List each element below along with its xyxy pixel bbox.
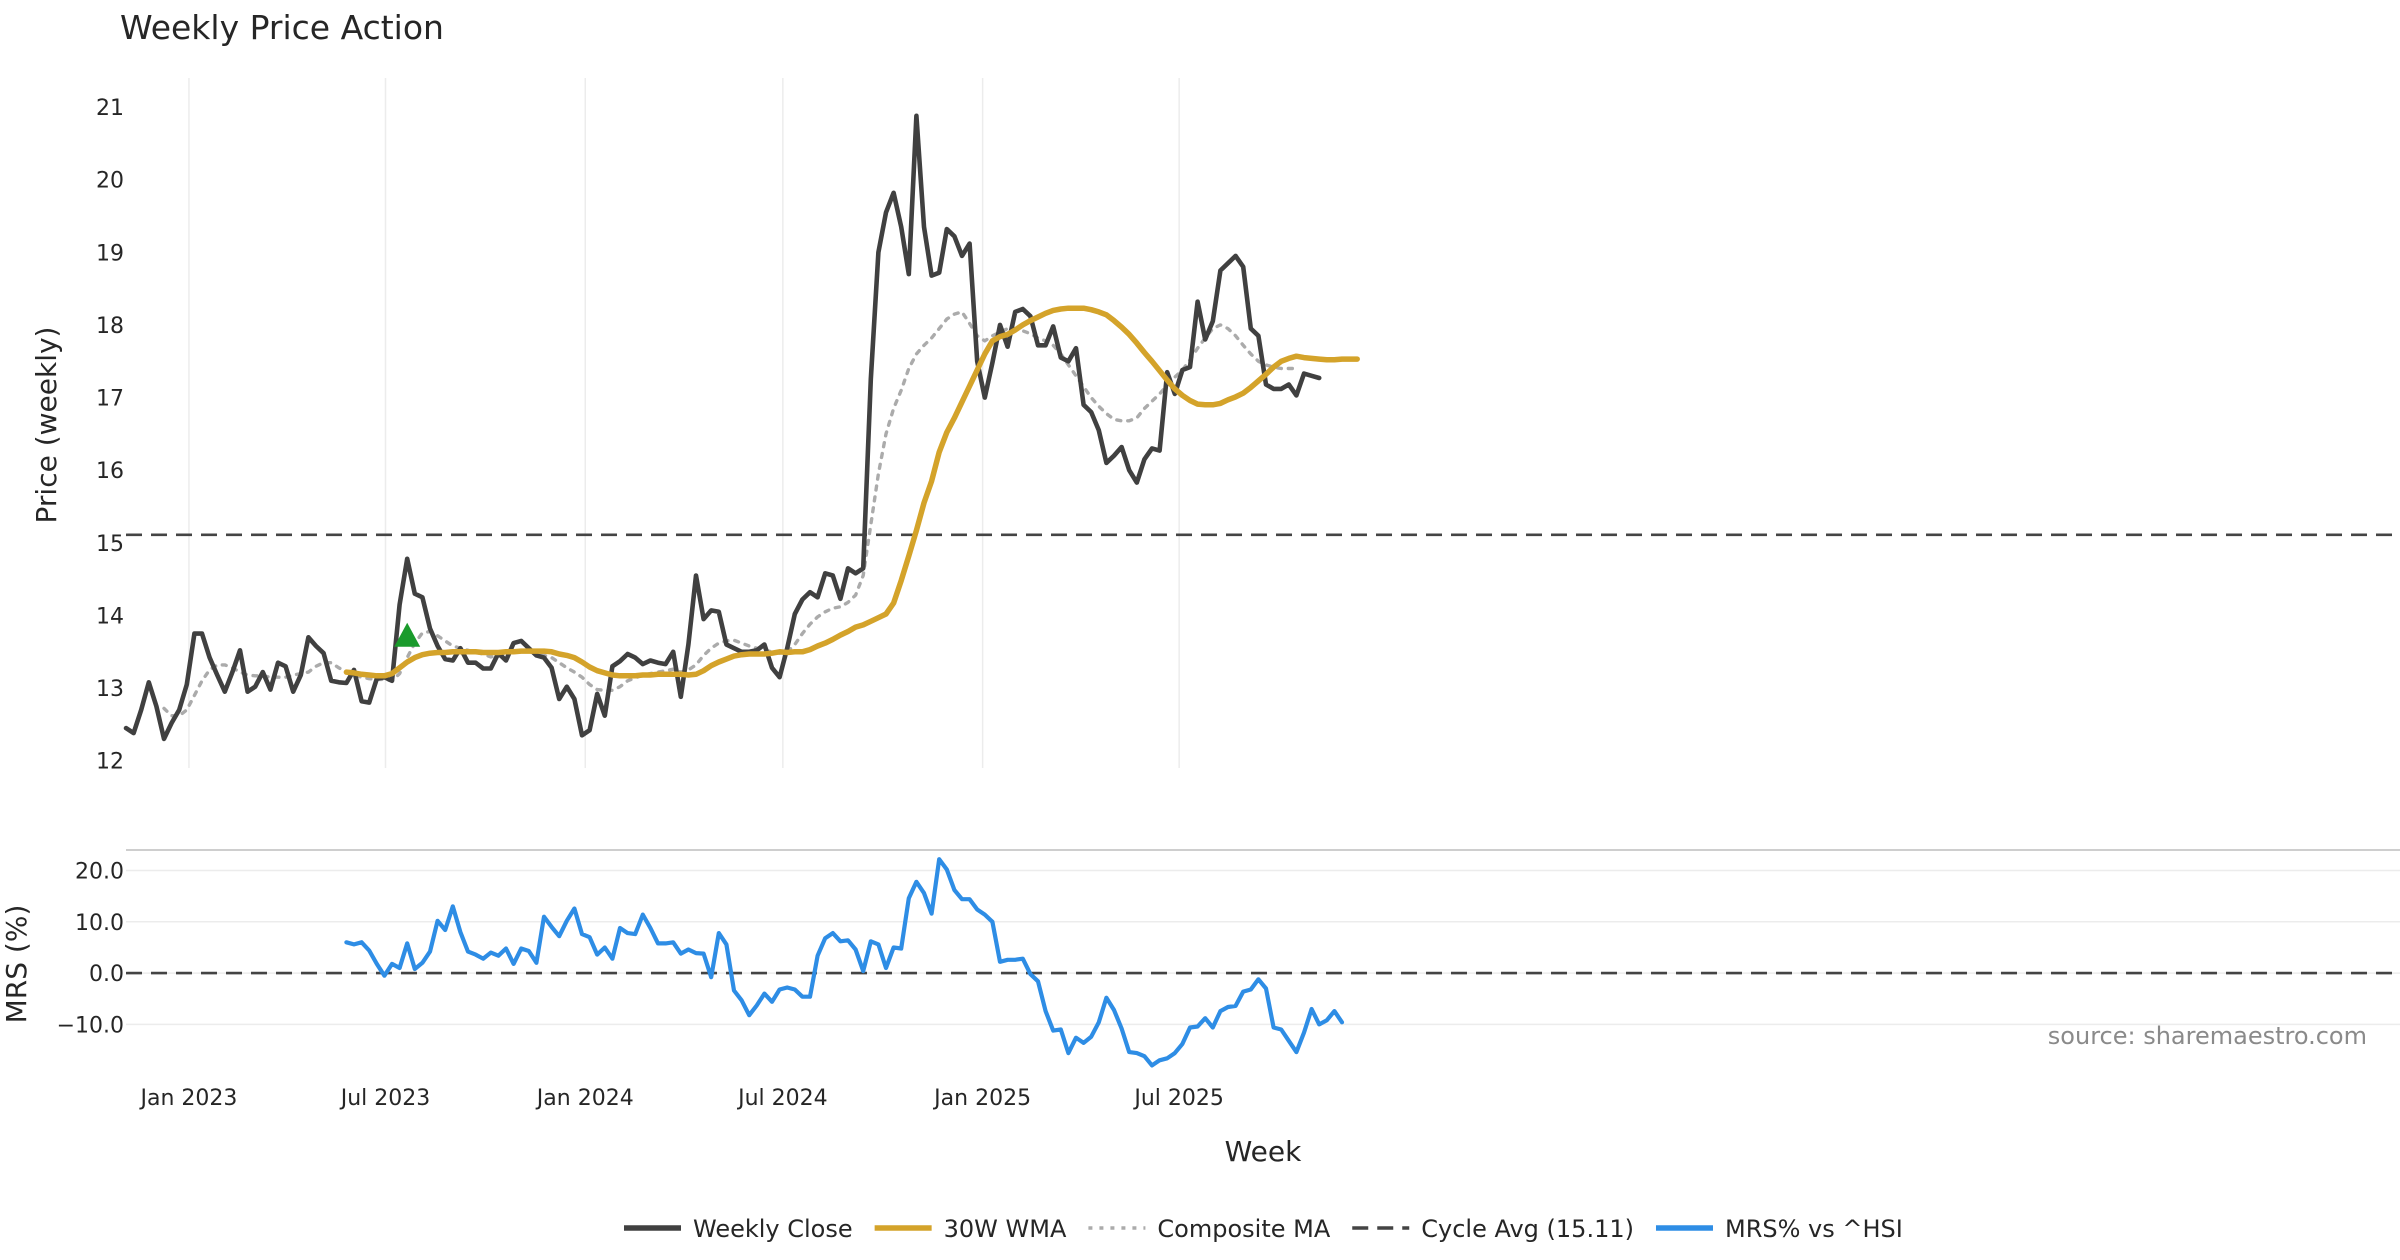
- series-mrs-vs-hsi: [344, 857, 1345, 1068]
- legend-label: MRS% vs ^HSI: [1725, 1215, 1903, 1243]
- legend-item-weekly-close: Weekly Close: [624, 1215, 853, 1243]
- legend-item-mrs-vs-hsi: MRS% vs ^HSI: [1655, 1215, 1903, 1243]
- x-tick-label: Jul 2024: [736, 1086, 828, 1111]
- price-y-tick-label: 13: [96, 677, 124, 702]
- legend-label: Cycle Avg (15.11): [1421, 1215, 1634, 1243]
- mrs-y-tick-label: 10.0: [75, 911, 124, 936]
- price-panel-grid: [188, 78, 1180, 768]
- price-y-tick-label: 16: [96, 459, 124, 484]
- x-ticks: Jan 2023 Jul 2023 Jan 2024 Jul 2024 Jan 2025…: [139, 1086, 1224, 1111]
- price-y-tick-label: 18: [96, 314, 124, 339]
- price-y-tick-label: 20: [96, 169, 124, 194]
- signal-marker-triangle: [394, 622, 421, 647]
- price-y-tick-label: 15: [96, 532, 124, 557]
- series-30w-wma: [343, 305, 1360, 679]
- legend-label: 30W WMA: [944, 1215, 1067, 1243]
- price-y-axis-label: Price (weekly): [30, 327, 63, 524]
- price-y-tick-label: 17: [96, 387, 124, 412]
- legend: Weekly Close 30W WMA Composite MA Cycle Avg…: [624, 1215, 1903, 1243]
- mrs-y-tick-label: −10.0: [57, 1013, 124, 1038]
- price-series-group: [123, 113, 2400, 742]
- mrs-y-tick-label: 20.0: [75, 860, 124, 885]
- price-y-tick-label: 19: [96, 241, 124, 266]
- x-tick-label: Jan 2025: [932, 1086, 1031, 1111]
- price-y-ticks: 12 13 14 15 16 17 18 19 20 21: [96, 96, 124, 775]
- legend-item-cycle-avg-15-11: Cycle Avg (15.11): [1352, 1215, 1634, 1243]
- x-tick-label: Jul 2025: [1132, 1086, 1224, 1111]
- legend-label: Weekly Close: [693, 1215, 853, 1243]
- legend-item-30w-wma: 30W WMA: [874, 1215, 1067, 1243]
- price-y-tick-label: 21: [96, 96, 124, 121]
- mrs-y-axis-label: MRS (%): [0, 905, 33, 1024]
- source-watermark: source: sharemaestro.com: [2048, 1022, 2367, 1050]
- series-composite-ma: [162, 310, 1299, 718]
- series-weekly-close: [123, 113, 1322, 742]
- x-axis-label: Week: [1225, 1135, 1302, 1168]
- x-tick-label: Jan 2023: [139, 1086, 238, 1111]
- mrs-y-tick-label: 0.0: [89, 962, 124, 987]
- price-y-tick-label: 12: [96, 750, 124, 775]
- price-y-tick-label: 14: [96, 604, 124, 629]
- x-tick-label: Jul 2023: [339, 1086, 431, 1111]
- legend-item-composite-ma: Composite MA: [1088, 1215, 1331, 1243]
- mrs-y-ticks: 20.0 10.0 0.0 −10.0: [57, 860, 124, 1039]
- chart-title: Weekly Price Action: [120, 8, 444, 47]
- mrs-series-group: [126, 857, 2400, 1068]
- legend-label: Composite MA: [1157, 1215, 1330, 1243]
- mrs-panel-grid: [126, 849, 2400, 1026]
- x-tick-label: Jan 2024: [535, 1086, 634, 1111]
